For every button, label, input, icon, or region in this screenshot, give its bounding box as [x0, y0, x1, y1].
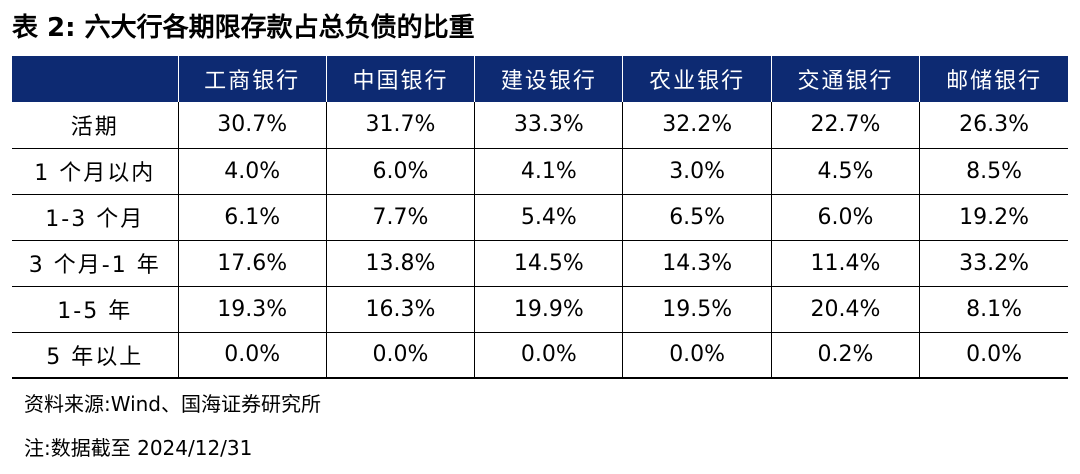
table-cell: 14.3%: [622, 240, 772, 287]
table-cell: 4.5%: [770, 148, 920, 195]
table-cell: 5.4%: [474, 194, 623, 241]
table-row: 1 个月以内 4.0% 6.0% 4.1% 3.0% 4.5% 8.5%: [12, 148, 1068, 195]
table-cell: 33.2%: [919, 240, 1068, 287]
column-header: 交通银行: [770, 56, 920, 102]
deposit-ratio-table: 工商银行 中国银行 建设银行 农业银行 交通银行 邮储银行 活期 30.7% 3…: [12, 56, 1068, 379]
table-row: 1-5 年 19.3% 16.3% 19.9% 19.5% 20.4% 8.1%: [12, 286, 1068, 333]
corner-header: [12, 56, 178, 102]
table-cell: 0.2%: [770, 332, 920, 379]
table-cell: 7.7%: [325, 194, 475, 241]
table-cell: 4.1%: [474, 148, 623, 195]
column-header: 农业银行: [622, 56, 772, 102]
date-note: 注:数据截至 2024/12/31: [24, 436, 253, 460]
table-cell: 3.0%: [622, 148, 772, 195]
table-cell: 33.3%: [474, 102, 623, 149]
table-cell: 13.8%: [325, 240, 475, 287]
table-cell: 0.0%: [474, 332, 623, 379]
table-cell: 16.3%: [325, 286, 475, 333]
column-header: 建设银行: [474, 56, 623, 102]
table-cell: 11.4%: [770, 240, 920, 287]
table-cell: 22.7%: [770, 102, 920, 149]
header-row: 工商银行 中国银行 建设银行 农业银行 交通银行 邮储银行: [12, 56, 1068, 102]
table-cell: 19.3%: [177, 286, 327, 333]
row-label: 5 年以上: [12, 332, 178, 379]
table-cell: 0.0%: [177, 332, 327, 379]
table-cell: 0.0%: [622, 332, 772, 379]
row-label: 1 个月以内: [12, 148, 178, 195]
row-label: 1-3 个月: [12, 194, 178, 241]
column-header: 邮储银行: [919, 56, 1068, 102]
table-cell: 32.2%: [622, 102, 772, 149]
table-cell: 19.5%: [622, 286, 772, 333]
table-cell: 8.1%: [919, 286, 1068, 333]
table-cell: 19.9%: [474, 286, 623, 333]
table-cell: 26.3%: [919, 102, 1068, 149]
table-cell: 6.5%: [622, 194, 772, 241]
table-row: 活期 30.7% 31.7% 33.3% 32.2% 22.7% 26.3%: [12, 102, 1068, 149]
column-header: 工商银行: [177, 56, 327, 102]
table-cell: 19.2%: [919, 194, 1068, 241]
table-cell: 30.7%: [177, 102, 327, 149]
table-cell: 4.0%: [177, 148, 327, 195]
table-cell: 0.0%: [325, 332, 475, 379]
table-row: 5 年以上 0.0% 0.0% 0.0% 0.0% 0.2% 0.0%: [12, 332, 1068, 379]
table-row: 3 个月-1 年 17.6% 13.8% 14.5% 14.3% 11.4% 3…: [12, 240, 1068, 287]
row-label: 1-5 年: [12, 286, 178, 333]
table-cell: 6.1%: [177, 194, 327, 241]
table-cell: 8.5%: [919, 148, 1068, 195]
table-cell: 0.0%: [919, 332, 1068, 379]
table-row: 1-3 个月 6.1% 7.7% 5.4% 6.5% 6.0% 19.2%: [12, 194, 1068, 241]
column-header: 中国银行: [325, 56, 475, 102]
source-note: 资料来源:Wind、国海证券研究所: [24, 392, 322, 416]
table-cell: 17.6%: [177, 240, 327, 287]
row-label: 3 个月-1 年: [12, 240, 178, 287]
table-cell: 6.0%: [325, 148, 475, 195]
table-cell: 14.5%: [474, 240, 623, 287]
table-cell: 31.7%: [325, 102, 475, 149]
table-title: 表 2: 六大行各期限存款占总负债的比重: [12, 13, 475, 43]
table-cell: 6.0%: [770, 194, 920, 241]
table-cell: 20.4%: [770, 286, 920, 333]
row-label: 活期: [12, 102, 178, 149]
